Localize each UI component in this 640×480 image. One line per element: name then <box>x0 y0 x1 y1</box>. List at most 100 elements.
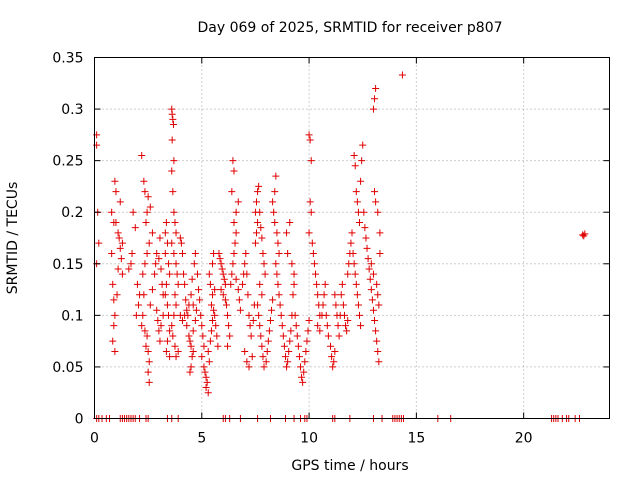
data-point <box>257 224 265 232</box>
data-point <box>204 347 212 355</box>
data-point <box>139 311 147 319</box>
x-tick-label: 0 <box>90 431 99 447</box>
data-point <box>344 270 352 278</box>
data-point <box>343 327 351 335</box>
axis-ticks <box>94 57 610 419</box>
data-point <box>187 291 195 299</box>
data-point <box>171 219 179 227</box>
data-point <box>310 260 318 268</box>
data-point <box>256 322 264 330</box>
data-point <box>203 378 211 386</box>
data-point <box>210 306 218 314</box>
data-point <box>156 337 164 345</box>
data-point <box>142 219 150 227</box>
y-tick-label: 0 <box>75 412 84 428</box>
data-point <box>168 136 176 144</box>
data-point <box>373 337 381 345</box>
data-point <box>168 322 176 330</box>
data-point <box>398 71 406 79</box>
data-point <box>249 317 257 325</box>
data-point <box>319 301 327 309</box>
data-point <box>209 260 217 268</box>
data-point <box>166 270 174 278</box>
data-point <box>322 311 330 319</box>
data-point <box>142 342 150 350</box>
data-point <box>207 327 215 335</box>
data-point <box>202 373 210 381</box>
data-point <box>327 342 335 350</box>
data-point <box>299 378 307 386</box>
data-point <box>256 208 264 216</box>
data-point <box>204 389 212 397</box>
data-point <box>251 239 259 247</box>
data-point <box>116 244 124 252</box>
data-point <box>375 358 383 366</box>
data-point <box>316 327 324 335</box>
data-point <box>152 260 160 268</box>
data-point <box>172 301 180 309</box>
data-point <box>216 255 224 263</box>
data-point <box>198 322 206 330</box>
data-point <box>306 136 314 144</box>
data-point <box>243 270 251 278</box>
data-point <box>169 115 177 123</box>
data-point <box>134 301 142 309</box>
data-point <box>228 270 236 278</box>
data-point <box>117 255 125 263</box>
data-point <box>212 322 220 330</box>
data-point <box>362 234 370 242</box>
y-axis-label: SRMTID / TECUs <box>5 182 21 295</box>
data-point <box>227 280 235 288</box>
data-point <box>312 270 320 278</box>
data-point <box>148 286 156 294</box>
data-point <box>140 177 148 185</box>
data-point <box>230 167 238 175</box>
data-point <box>373 280 381 288</box>
data-point <box>300 368 308 376</box>
data-point <box>241 260 249 268</box>
data-point <box>374 291 382 299</box>
data-point <box>352 280 360 288</box>
data-point <box>209 317 217 325</box>
data-point <box>371 317 379 325</box>
data-point <box>324 332 332 340</box>
data-point <box>143 208 151 216</box>
data-point <box>170 208 178 216</box>
x-tick-label: 5 <box>197 431 206 447</box>
data-point <box>234 198 242 206</box>
data-point <box>351 162 359 170</box>
data-point <box>264 337 272 345</box>
data-point <box>359 141 367 149</box>
data-point <box>108 249 116 257</box>
data-point <box>182 296 190 304</box>
data-point <box>109 337 117 345</box>
data-point <box>144 193 152 201</box>
data-point <box>146 301 154 309</box>
data-point <box>342 322 350 330</box>
data-point <box>228 188 236 196</box>
data-point <box>257 332 265 340</box>
data-point <box>266 317 274 325</box>
data-point <box>139 270 147 278</box>
data-point <box>217 286 225 294</box>
data-point <box>242 249 250 257</box>
data-point <box>302 347 310 355</box>
data-point <box>294 342 302 350</box>
data-point <box>115 234 123 242</box>
data-point <box>258 234 266 242</box>
data-point <box>153 306 161 314</box>
data-point <box>280 342 288 350</box>
data-point <box>191 317 199 325</box>
data-point <box>243 358 251 366</box>
data-point <box>113 291 121 299</box>
data-point <box>234 286 242 294</box>
data-point <box>356 311 364 319</box>
data-point <box>209 291 217 299</box>
x-axis-label: GPS time / hours <box>291 458 408 474</box>
data-point <box>581 230 589 238</box>
data-point <box>188 275 196 283</box>
data-point <box>274 239 282 247</box>
data-point <box>278 322 286 330</box>
data-point <box>171 291 179 299</box>
data-point <box>111 311 119 319</box>
